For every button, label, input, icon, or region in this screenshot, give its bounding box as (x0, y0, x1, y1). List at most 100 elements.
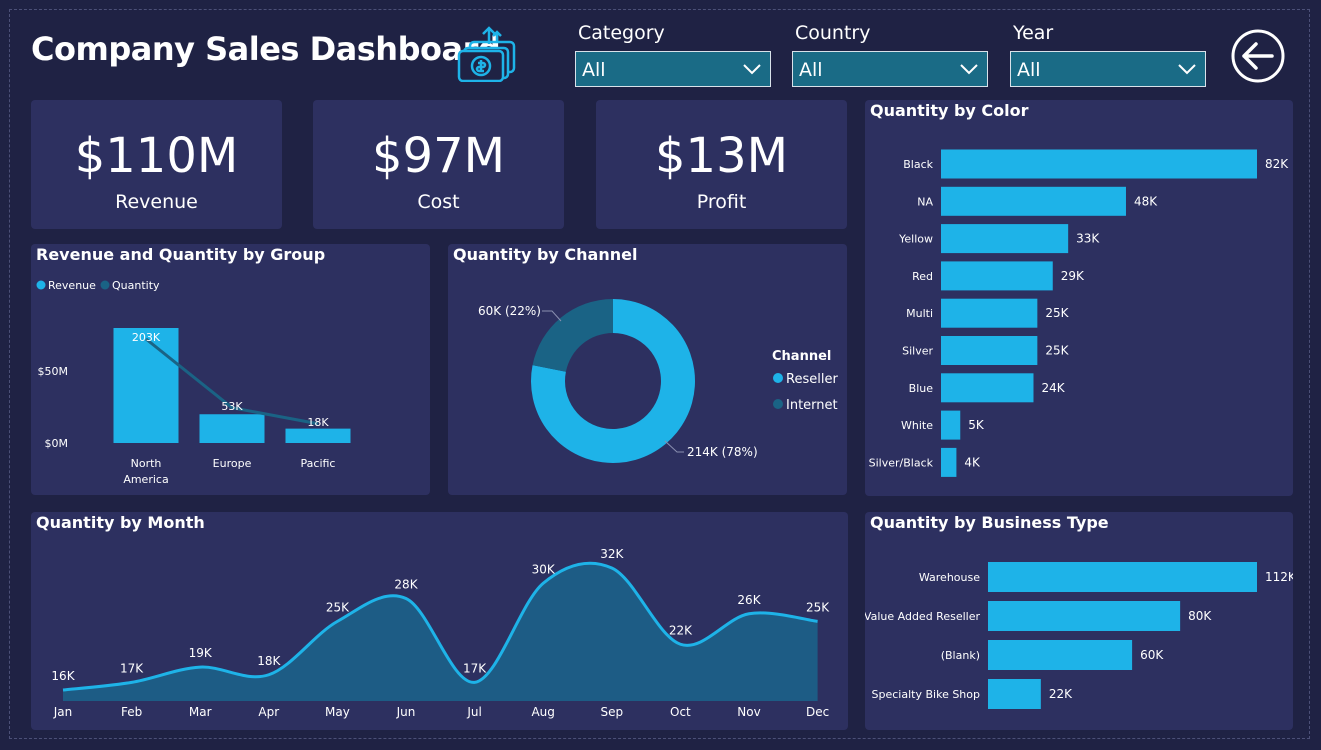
data-label: 18K (257, 654, 281, 668)
data-label: 19K (189, 646, 213, 660)
revenue-bar (113, 328, 179, 443)
data-label: 29K (1061, 269, 1085, 283)
bar (941, 298, 1038, 328)
bar (988, 601, 1181, 631)
x-tick-label: Europe (213, 457, 252, 470)
x-tick-label: May (325, 705, 350, 719)
category-label: Value Added Reseller (865, 610, 980, 623)
category-label: Warehouse (919, 571, 980, 584)
data-label: 17K (463, 661, 487, 675)
group-chart: Revenue Quantity $0M $50M 203K 53K 18K North A… (36, 279, 351, 486)
bar (941, 447, 957, 477)
category-dropdown-value: All (582, 59, 606, 81)
x-tick-label: Aug (531, 705, 554, 719)
category-label: (Blank) (941, 649, 980, 662)
data-label: 30K (532, 562, 556, 576)
data-label: 25K (1045, 306, 1069, 320)
leader-line (664, 440, 684, 453)
data-label: 5K (968, 418, 985, 432)
category-label: White (901, 419, 933, 432)
category-label: Black (903, 158, 933, 171)
legend-revenue-marker (36, 280, 46, 290)
data-label: 16K (51, 669, 75, 683)
data-label: 32K (600, 547, 624, 561)
x-tick-label: Jul (466, 705, 481, 719)
revenue-kpi-card: $110M Revenue (31, 100, 282, 229)
data-label: 4K (964, 455, 981, 469)
country-dropdown[interactable]: All (792, 51, 988, 87)
reseller-data-label: 214K (78%) (687, 445, 758, 459)
color-chart-panel[interactable]: Quantity by Color Black 82K NA 48K Yellow 33K… (865, 100, 1293, 496)
year-dropdown-value: All (1017, 59, 1041, 81)
category-label: Red (912, 270, 933, 283)
bar (941, 410, 961, 440)
legend-revenue-label[interactable]: Revenue (48, 279, 96, 292)
month-chart-panel[interactable]: Quantity by Month 16K Jan 17K Feb 19K Mar 18K A… (31, 512, 848, 730)
channel-legend-title: Channel (772, 349, 831, 364)
dashboard-frame (9, 9, 1310, 739)
data-label: 60K (1140, 648, 1164, 662)
money-upload-icon (457, 26, 516, 82)
category-dropdown[interactable]: All (575, 51, 771, 87)
data-label: 112K (1265, 570, 1293, 584)
profit-kpi-label: Profit (696, 191, 747, 213)
x-tick-label: Oct (670, 705, 691, 719)
x-tick-label: Pacific (301, 457, 336, 470)
data-label: 26K (737, 593, 761, 607)
bar (988, 679, 1041, 709)
back-arrow-icon[interactable] (1230, 28, 1286, 84)
group-chart-title: Revenue and Quantity by Group (36, 245, 326, 264)
business-chart-panel[interactable]: Quantity by Business Type Warehouse 112K V… (865, 512, 1293, 730)
quantity-data-label: 53K (221, 400, 243, 413)
quantity-data-label: 18K (307, 416, 329, 429)
year-dropdown[interactable]: All (1010, 51, 1206, 87)
legend-quantity-label[interactable]: Quantity (112, 279, 160, 292)
data-label: 25K (806, 600, 830, 614)
x-tick-label: Dec (806, 705, 829, 719)
country-dropdown-value: All (799, 59, 823, 81)
bar (941, 261, 1053, 291)
y-tick-label: $0M (45, 437, 69, 450)
legend-internet-label: Internet (786, 398, 838, 413)
channel-chart-panel[interactable]: Quantity by Channel Channel 214K (78%) 60… (448, 244, 847, 495)
area-line (62, 561, 818, 692)
x-tick-label: North America (123, 457, 168, 486)
reseller-slice (531, 299, 695, 463)
legend-internet-marker (773, 399, 783, 409)
data-label: 33K (1076, 232, 1100, 246)
data-label: 25K (326, 600, 350, 614)
channel-chart-title: Quantity by Channel (453, 245, 638, 264)
data-label: 80K (1188, 609, 1212, 623)
revenue-kpi-value: $110M (74, 128, 239, 184)
data-label: 24K (1041, 381, 1065, 395)
year-slicer-label: Year (1013, 22, 1054, 44)
bar (941, 224, 1069, 254)
category-label: Silver (902, 345, 933, 358)
cost-kpi-card: $97M Cost (313, 100, 564, 229)
chevron-down-icon (743, 64, 761, 75)
data-label: 22K (669, 623, 693, 637)
data-label: 28K (394, 578, 418, 592)
business-chart-title: Quantity by Business Type (870, 513, 1109, 532)
chevron-down-icon (960, 64, 978, 75)
x-tick-label: Nov (737, 705, 760, 719)
month-chart: 16K Jan 17K Feb 19K Mar 18K Apr 25K May 28K Jun 17K J… (51, 547, 830, 719)
category-label: Specialty Bike Shop (872, 688, 980, 701)
category-label: Yellow (898, 233, 933, 246)
x-tick-label: Sep (600, 705, 623, 719)
group-chart-panel[interactable]: Revenue and Quantity by Group Revenue Qu… (31, 244, 430, 495)
legend-quantity-marker (100, 280, 110, 290)
country-slicer-label: Country (795, 22, 871, 44)
x-tick-label: Mar (189, 705, 212, 719)
bar (988, 640, 1133, 670)
profit-kpi-card: $13M Profit (596, 100, 847, 229)
x-tick-label: Jan (53, 705, 73, 719)
bar (941, 336, 1038, 365)
month-chart-title: Quantity by Month (36, 513, 205, 532)
internet-data-label: 60K (22%) (478, 304, 541, 318)
legend-reseller-marker (773, 373, 783, 383)
profit-kpi-value: $13M (654, 128, 789, 184)
bar (941, 186, 1126, 216)
data-label: 82K (1265, 157, 1289, 171)
x-tick-label: Feb (121, 705, 142, 719)
